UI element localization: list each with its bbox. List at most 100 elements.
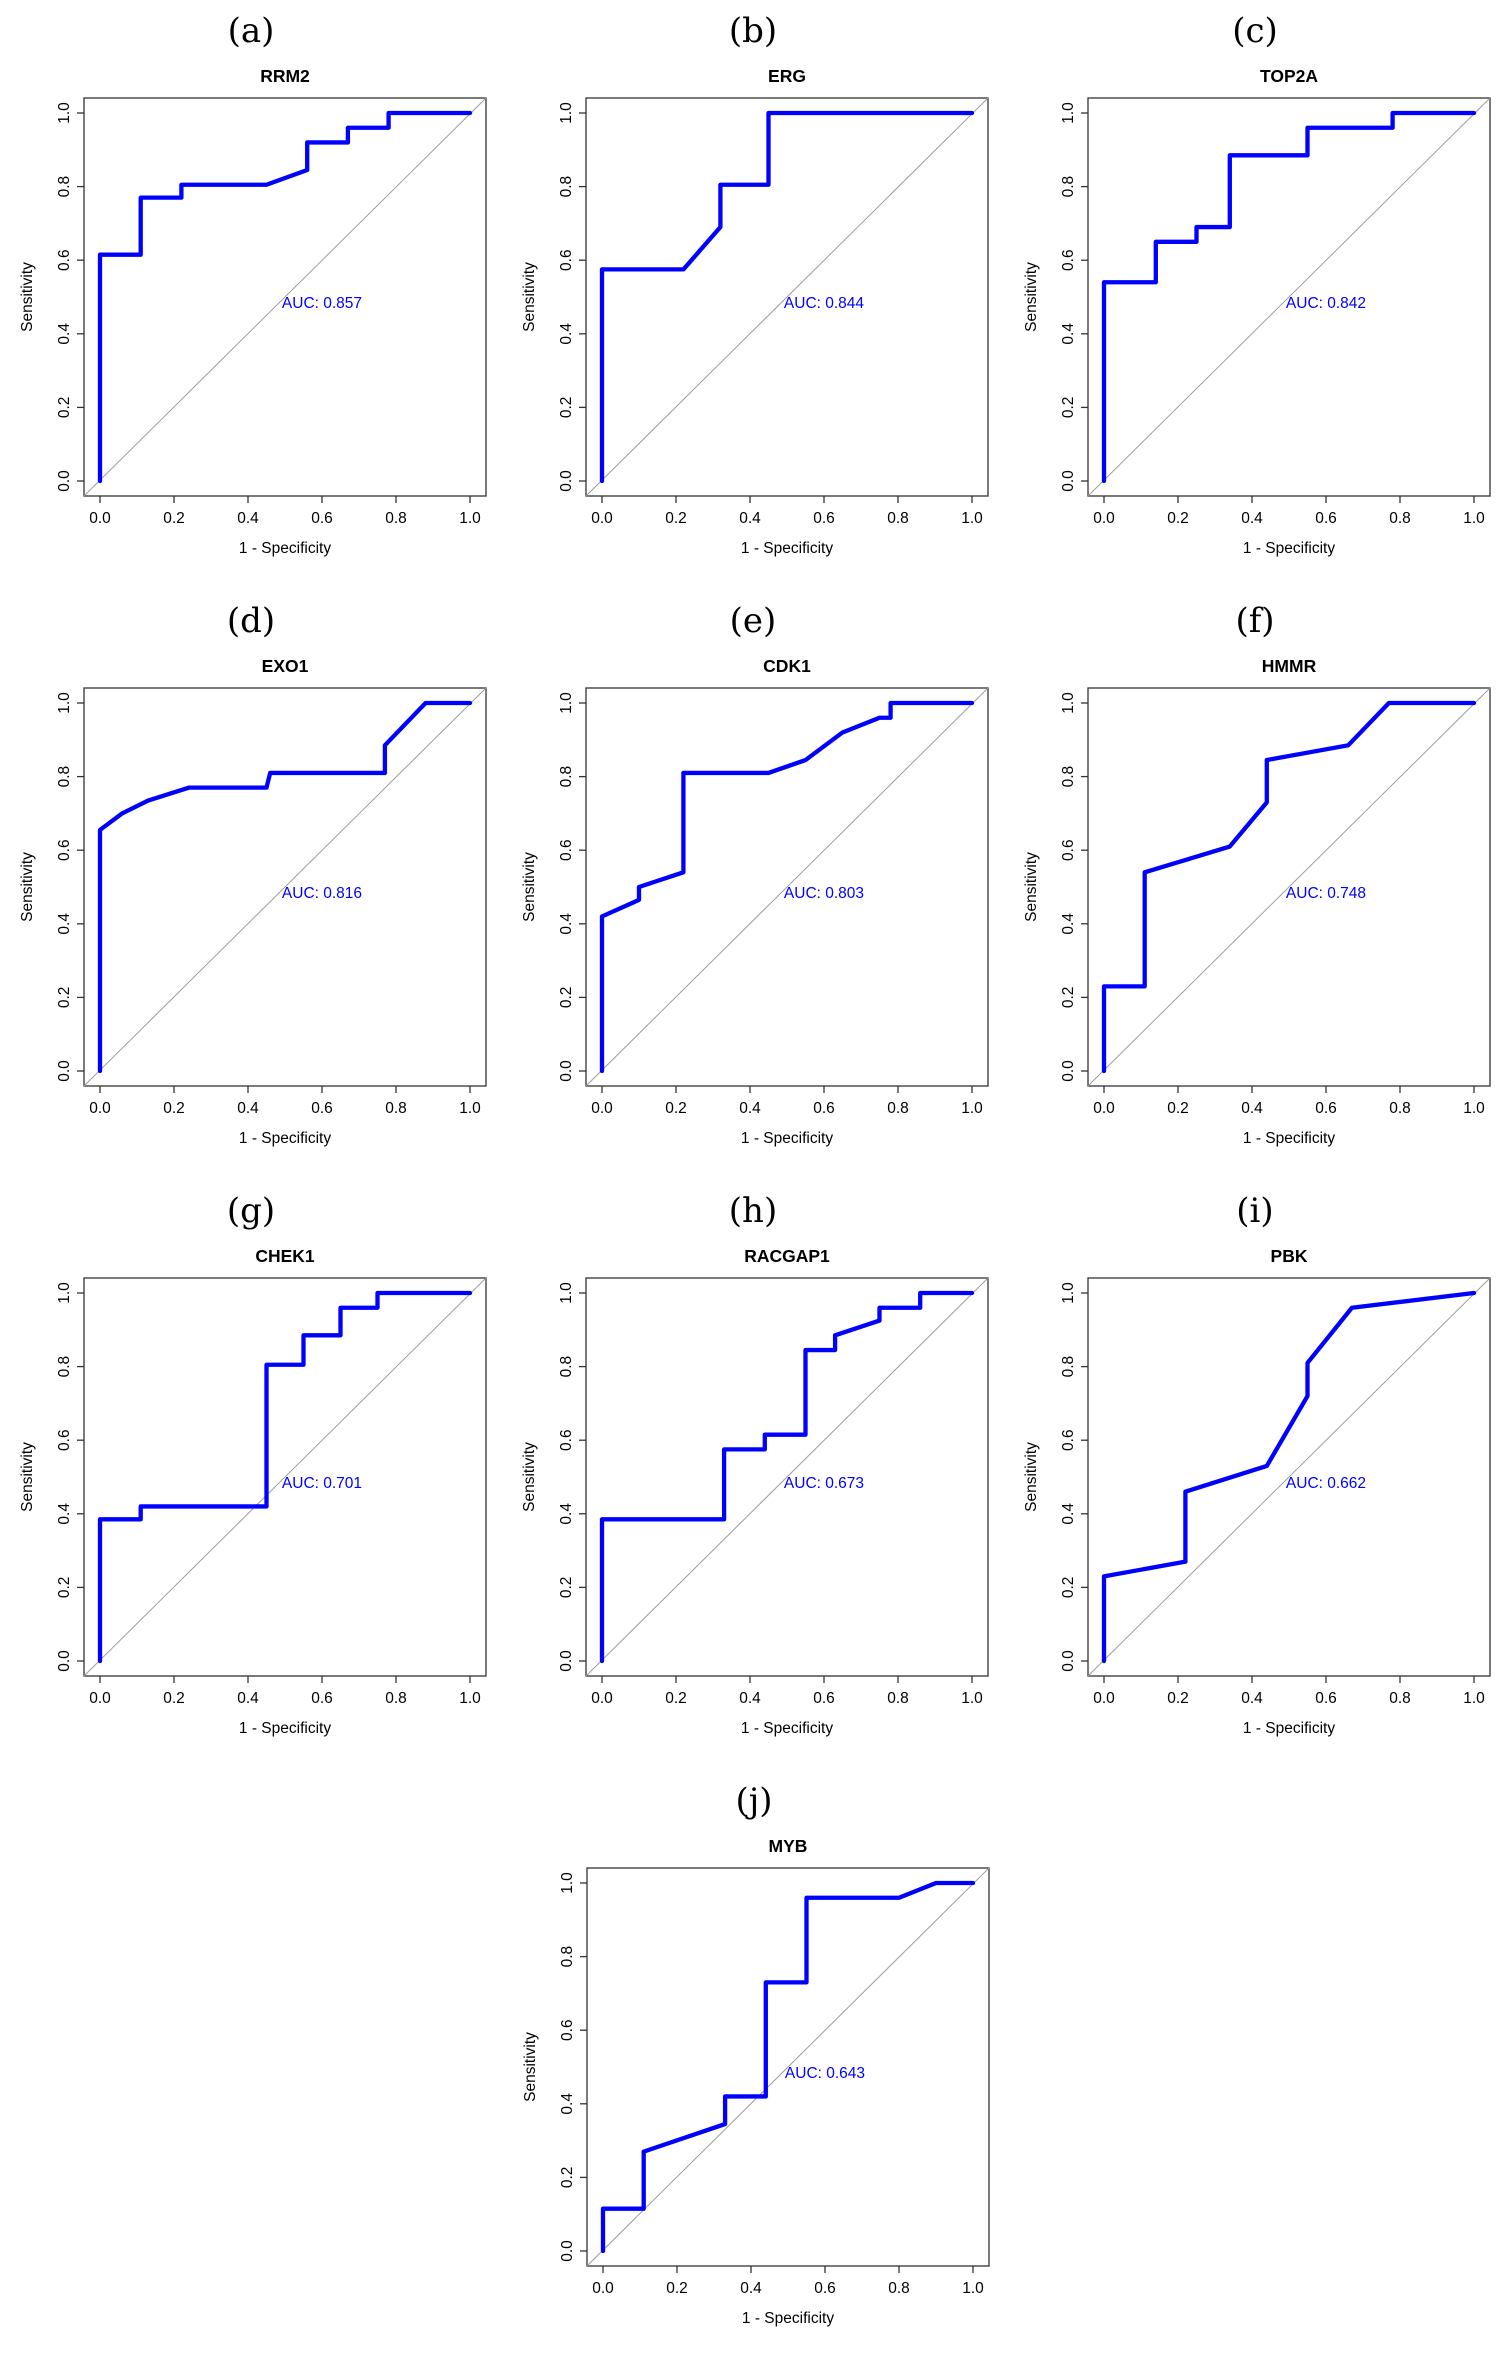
y-tick-label: 1.0 <box>558 1282 575 1304</box>
x-tick-label: 0.8 <box>887 1690 909 1707</box>
panel-title: MYB <box>768 1836 807 1856</box>
y-tick-label: 0.8 <box>558 766 575 788</box>
x-tick-label: 0.0 <box>591 1100 613 1117</box>
x-tick-label: 0.6 <box>311 1100 333 1117</box>
plot-box <box>585 97 989 497</box>
y-tick-label: 0.6 <box>558 1429 575 1451</box>
x-axis-title: 1 - Specificity <box>239 1720 331 1737</box>
roc-chart-rrm2: (a) RRM2 0.0 0.2 0.4 0.6 0.8 1.0 0.0 0.2 0.4 0.6 0.8… <box>19 11 487 557</box>
x-tick-label: 0.2 <box>1167 1100 1189 1117</box>
y-tick-label: 0.0 <box>56 1650 73 1672</box>
x-tick-label: 0.0 <box>1093 1100 1115 1117</box>
auc-label: AUC: 0.842 <box>1286 295 1366 312</box>
y-tick-label: 0.0 <box>558 470 575 492</box>
roc-chart-pbk: (i) PBK 0.0 0.2 0.4 0.6 0.8 1.0 0.0 0.2 0.4 0.6 0.8 1… <box>1023 1191 1491 1737</box>
panel-caption-i: (i) <box>1236 1191 1273 1231</box>
plot-box <box>585 1867 990 2267</box>
x-tick-label: 0.6 <box>1315 1100 1337 1117</box>
y-tick-label: 0.2 <box>558 987 575 1009</box>
roc-panel-exo1: (d) EXO1 0.0 0.2 0.4 0.6 0.8 1.0 0.0 0.2 0.4 0.6 0.8… <box>0 590 502 1180</box>
y-tick-label: 0.2 <box>1060 1577 1077 1599</box>
auc-label: AUC: 0.803 <box>784 885 864 902</box>
auc-label: AUC: 0.643 <box>784 2065 864 2082</box>
x-tick-label: 0.6 <box>311 1690 333 1707</box>
y-tick-label: 0.0 <box>1060 1650 1077 1672</box>
y-tick-label: 0.4 <box>1060 1503 1077 1525</box>
x-tick-label: 0.8 <box>1389 510 1411 527</box>
diagonal-reference-line <box>1087 97 1491 497</box>
auc-label: AUC: 0.673 <box>784 1475 864 1492</box>
x-tick-label: 1.0 <box>961 1100 983 1117</box>
plot-box <box>83 687 487 1087</box>
y-tick-label: 0.6 <box>56 1429 73 1451</box>
diagonal-reference-line <box>83 687 487 1087</box>
y-tick-label: 0.2 <box>558 397 575 419</box>
panel-title: HMMR <box>1262 656 1317 676</box>
roc-chart-hmmr: (f) HMMR 0.0 0.2 0.4 0.6 0.8 1.0 0.0 0.2 0.4 0.6 0.8… <box>1023 601 1491 1147</box>
x-tick-label: 0.6 <box>814 2280 836 2297</box>
x-tick-label: 0.2 <box>163 1690 185 1707</box>
auc-label: AUC: 0.844 <box>784 295 865 312</box>
x-tick-label: 0.2 <box>666 2280 688 2297</box>
y-axis-title: Sensitivity <box>19 852 36 922</box>
x-tick-label: 0.6 <box>813 1690 835 1707</box>
figure-row-2: (d) EXO1 0.0 0.2 0.4 0.6 0.8 1.0 0.0 0.2 0.4 0.6 0.8… <box>0 590 1507 1180</box>
y-tick-label: 0.6 <box>559 2019 576 2041</box>
plot-box <box>1087 687 1491 1087</box>
y-tick-label: 1.0 <box>558 102 575 124</box>
x-axis-title: 1 - Specificity <box>1243 1130 1335 1147</box>
roc-curve-racgap1 <box>599 1290 975 1664</box>
y-axis-title: Sensitivity <box>521 1442 538 1512</box>
x-tick-label: 0.0 <box>591 1690 613 1707</box>
auc-label: AUC: 0.857 <box>282 295 362 312</box>
panel-title: CHEK1 <box>255 1246 315 1266</box>
x-axis-title: 1 - Specificity <box>1243 1720 1335 1737</box>
roc-chart-erg: (b) ERG 0.0 0.2 0.4 0.6 0.8 1.0 0.0 0.2 0.4 0.6 0.8 1… <box>521 11 989 557</box>
y-tick-label: 0.6 <box>1060 249 1077 271</box>
y-tick-label: 1.0 <box>1060 102 1077 124</box>
x-tick-label: 1.0 <box>961 510 983 527</box>
x-tick-label: 0.2 <box>163 510 185 527</box>
y-tick-label: 0.2 <box>1060 397 1077 419</box>
auc-label: AUC: 0.701 <box>282 1475 362 1492</box>
y-tick-label: 0.2 <box>558 1577 575 1599</box>
panel-title: RRM2 <box>260 66 310 86</box>
x-tick-label: 0.4 <box>1241 510 1263 527</box>
x-tick-label: 0.4 <box>739 1690 761 1707</box>
x-tick-label: 1.0 <box>1463 510 1485 527</box>
plot-box <box>585 1277 989 1677</box>
auc-label: AUC: 0.816 <box>282 885 362 902</box>
x-tick-label: 0.6 <box>1315 1690 1337 1707</box>
x-tick-label: 0.2 <box>665 1690 687 1707</box>
y-tick-label: 0.0 <box>56 1060 73 1082</box>
panel-title: CDK1 <box>763 656 811 676</box>
roc-curve-pbk <box>1101 1290 1477 1664</box>
y-axis-title: Sensitivity <box>521 262 538 332</box>
y-tick-label: 1.0 <box>1060 692 1077 714</box>
x-tick-label: 0.2 <box>665 1100 687 1117</box>
x-tick-label: 0.8 <box>385 510 407 527</box>
panel-title: ERG <box>768 66 806 86</box>
y-tick-label: 0.4 <box>1060 323 1077 345</box>
figure-row-4: (j) MYB 0.0 0.2 0.4 0.6 0.8 1.0 0.0 0.2 0.4 0.6 0.8 1… <box>0 1770 1507 2360</box>
y-tick-label: 0.8 <box>56 1356 73 1378</box>
y-tick-label: 0.2 <box>56 987 73 1009</box>
x-tick-label: 0.0 <box>89 510 111 527</box>
diagonal-reference-line <box>83 1277 487 1677</box>
y-tick-label: 0.4 <box>1060 913 1077 935</box>
figure-row-1: (a) RRM2 0.0 0.2 0.4 0.6 0.8 1.0 0.0 0.2 0.4 0.6 0.8… <box>0 0 1507 590</box>
y-tick-label: 0.6 <box>1060 1429 1077 1451</box>
auc-label: AUC: 0.748 <box>1286 885 1366 902</box>
x-axis-title: 1 - Specificity <box>741 1720 833 1737</box>
y-tick-label: 0.8 <box>1060 176 1077 198</box>
panel-caption-d: (d) <box>227 601 275 641</box>
roc-curve-chek1 <box>97 1290 473 1664</box>
x-axis-title: 1 - Specificity <box>741 2310 833 2327</box>
y-tick-label: 0.6 <box>56 249 73 271</box>
roc-chart-myb: (j) MYB 0.0 0.2 0.4 0.6 0.8 1.0 0.0 0.2 0.4 0.6 0.8 1… <box>522 1781 990 2327</box>
y-tick-label: 0.0 <box>1060 1060 1077 1082</box>
roc-chart-exo1: (d) EXO1 0.0 0.2 0.4 0.6 0.8 1.0 0.0 0.2 0.4 0.6 0.8… <box>19 601 487 1147</box>
x-tick-label: 0.8 <box>1389 1100 1411 1117</box>
figure-row-3: (g) CHEK1 0.0 0.2 0.4 0.6 0.8 1.0 0.0 0.2 0.4 0.6 0.… <box>0 1180 1507 1770</box>
